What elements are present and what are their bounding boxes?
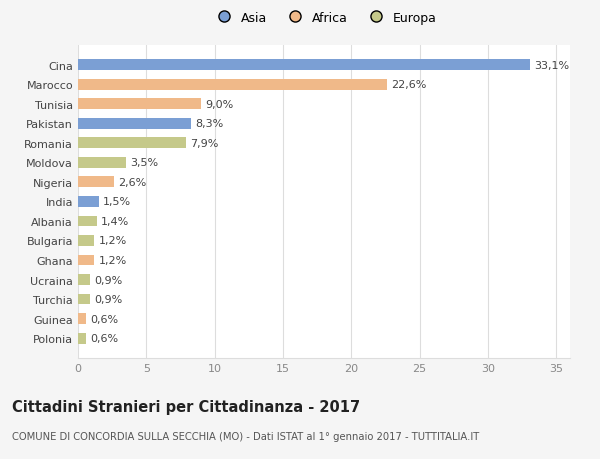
Text: 0,6%: 0,6% [90, 334, 118, 343]
Bar [78, 255, 94, 266]
Bar [78, 274, 90, 285]
Text: 7,9%: 7,9% [190, 139, 218, 148]
Bar [78, 235, 94, 246]
Bar [78, 313, 86, 325]
Text: 0,9%: 0,9% [94, 275, 122, 285]
Bar [78, 196, 98, 207]
Bar [78, 333, 86, 344]
Text: COMUNE DI CONCORDIA SULLA SECCHIA (MO) - Dati ISTAT al 1° gennaio 2017 - TUTTITA: COMUNE DI CONCORDIA SULLA SECCHIA (MO) -… [12, 431, 479, 442]
Text: 0,9%: 0,9% [94, 295, 122, 304]
Bar [78, 138, 186, 149]
Text: 33,1%: 33,1% [535, 61, 569, 70]
Text: 8,3%: 8,3% [196, 119, 224, 129]
Text: 22,6%: 22,6% [391, 80, 427, 90]
Text: 1,2%: 1,2% [98, 236, 127, 246]
Bar [78, 99, 201, 110]
Text: 1,4%: 1,4% [101, 217, 130, 226]
Text: 1,2%: 1,2% [98, 256, 127, 265]
Bar [78, 216, 97, 227]
Bar [78, 79, 387, 90]
Bar [78, 157, 126, 168]
Bar [78, 177, 113, 188]
Bar [78, 118, 191, 129]
Bar [78, 60, 530, 71]
Text: 3,5%: 3,5% [130, 158, 158, 168]
Text: 0,6%: 0,6% [90, 314, 118, 324]
Bar [78, 294, 90, 305]
Legend: Asia, Africa, Europa: Asia, Africa, Europa [211, 11, 437, 24]
Text: 2,6%: 2,6% [118, 178, 146, 187]
Text: Cittadini Stranieri per Cittadinanza - 2017: Cittadini Stranieri per Cittadinanza - 2… [12, 399, 360, 414]
Text: 1,5%: 1,5% [103, 197, 131, 207]
Text: 9,0%: 9,0% [205, 100, 233, 109]
